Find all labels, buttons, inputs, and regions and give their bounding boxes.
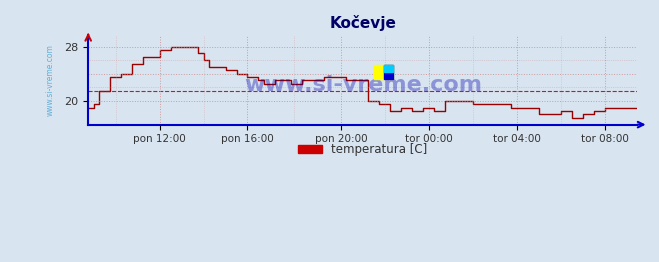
Text: www.si-vreme.com: www.si-vreme.com <box>244 75 482 95</box>
Legend: temperatura [C]: temperatura [C] <box>293 139 432 161</box>
Bar <box>384 66 393 72</box>
Bar <box>384 66 393 79</box>
Text: www.si-vreme.com: www.si-vreme.com <box>45 45 54 116</box>
Title: Kočevje: Kočevje <box>330 15 396 31</box>
Bar <box>374 66 393 79</box>
